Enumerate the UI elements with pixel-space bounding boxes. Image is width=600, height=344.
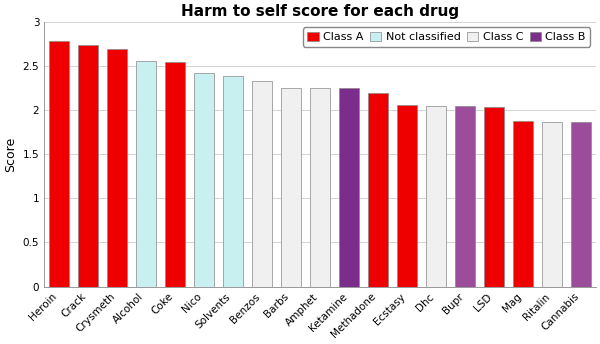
Bar xyxy=(49,41,69,287)
Bar xyxy=(455,107,475,287)
Bar xyxy=(164,62,185,287)
Bar xyxy=(223,76,243,287)
Bar xyxy=(368,93,388,287)
Bar xyxy=(571,122,592,287)
Y-axis label: Score: Score xyxy=(4,137,17,172)
Bar xyxy=(397,105,417,287)
Bar xyxy=(310,88,330,287)
Bar xyxy=(194,73,214,287)
Title: Harm to self score for each drug: Harm to self score for each drug xyxy=(181,4,459,19)
Bar xyxy=(484,107,505,287)
Bar xyxy=(281,88,301,287)
Bar xyxy=(426,107,446,287)
Bar xyxy=(542,121,562,287)
Bar xyxy=(77,45,98,287)
Legend: Class A, Not classified, Class C, Class B: Class A, Not classified, Class C, Class … xyxy=(303,27,590,46)
Bar xyxy=(136,61,156,287)
Bar xyxy=(513,121,533,287)
Bar xyxy=(252,81,272,287)
Bar xyxy=(107,49,127,287)
Bar xyxy=(339,88,359,287)
